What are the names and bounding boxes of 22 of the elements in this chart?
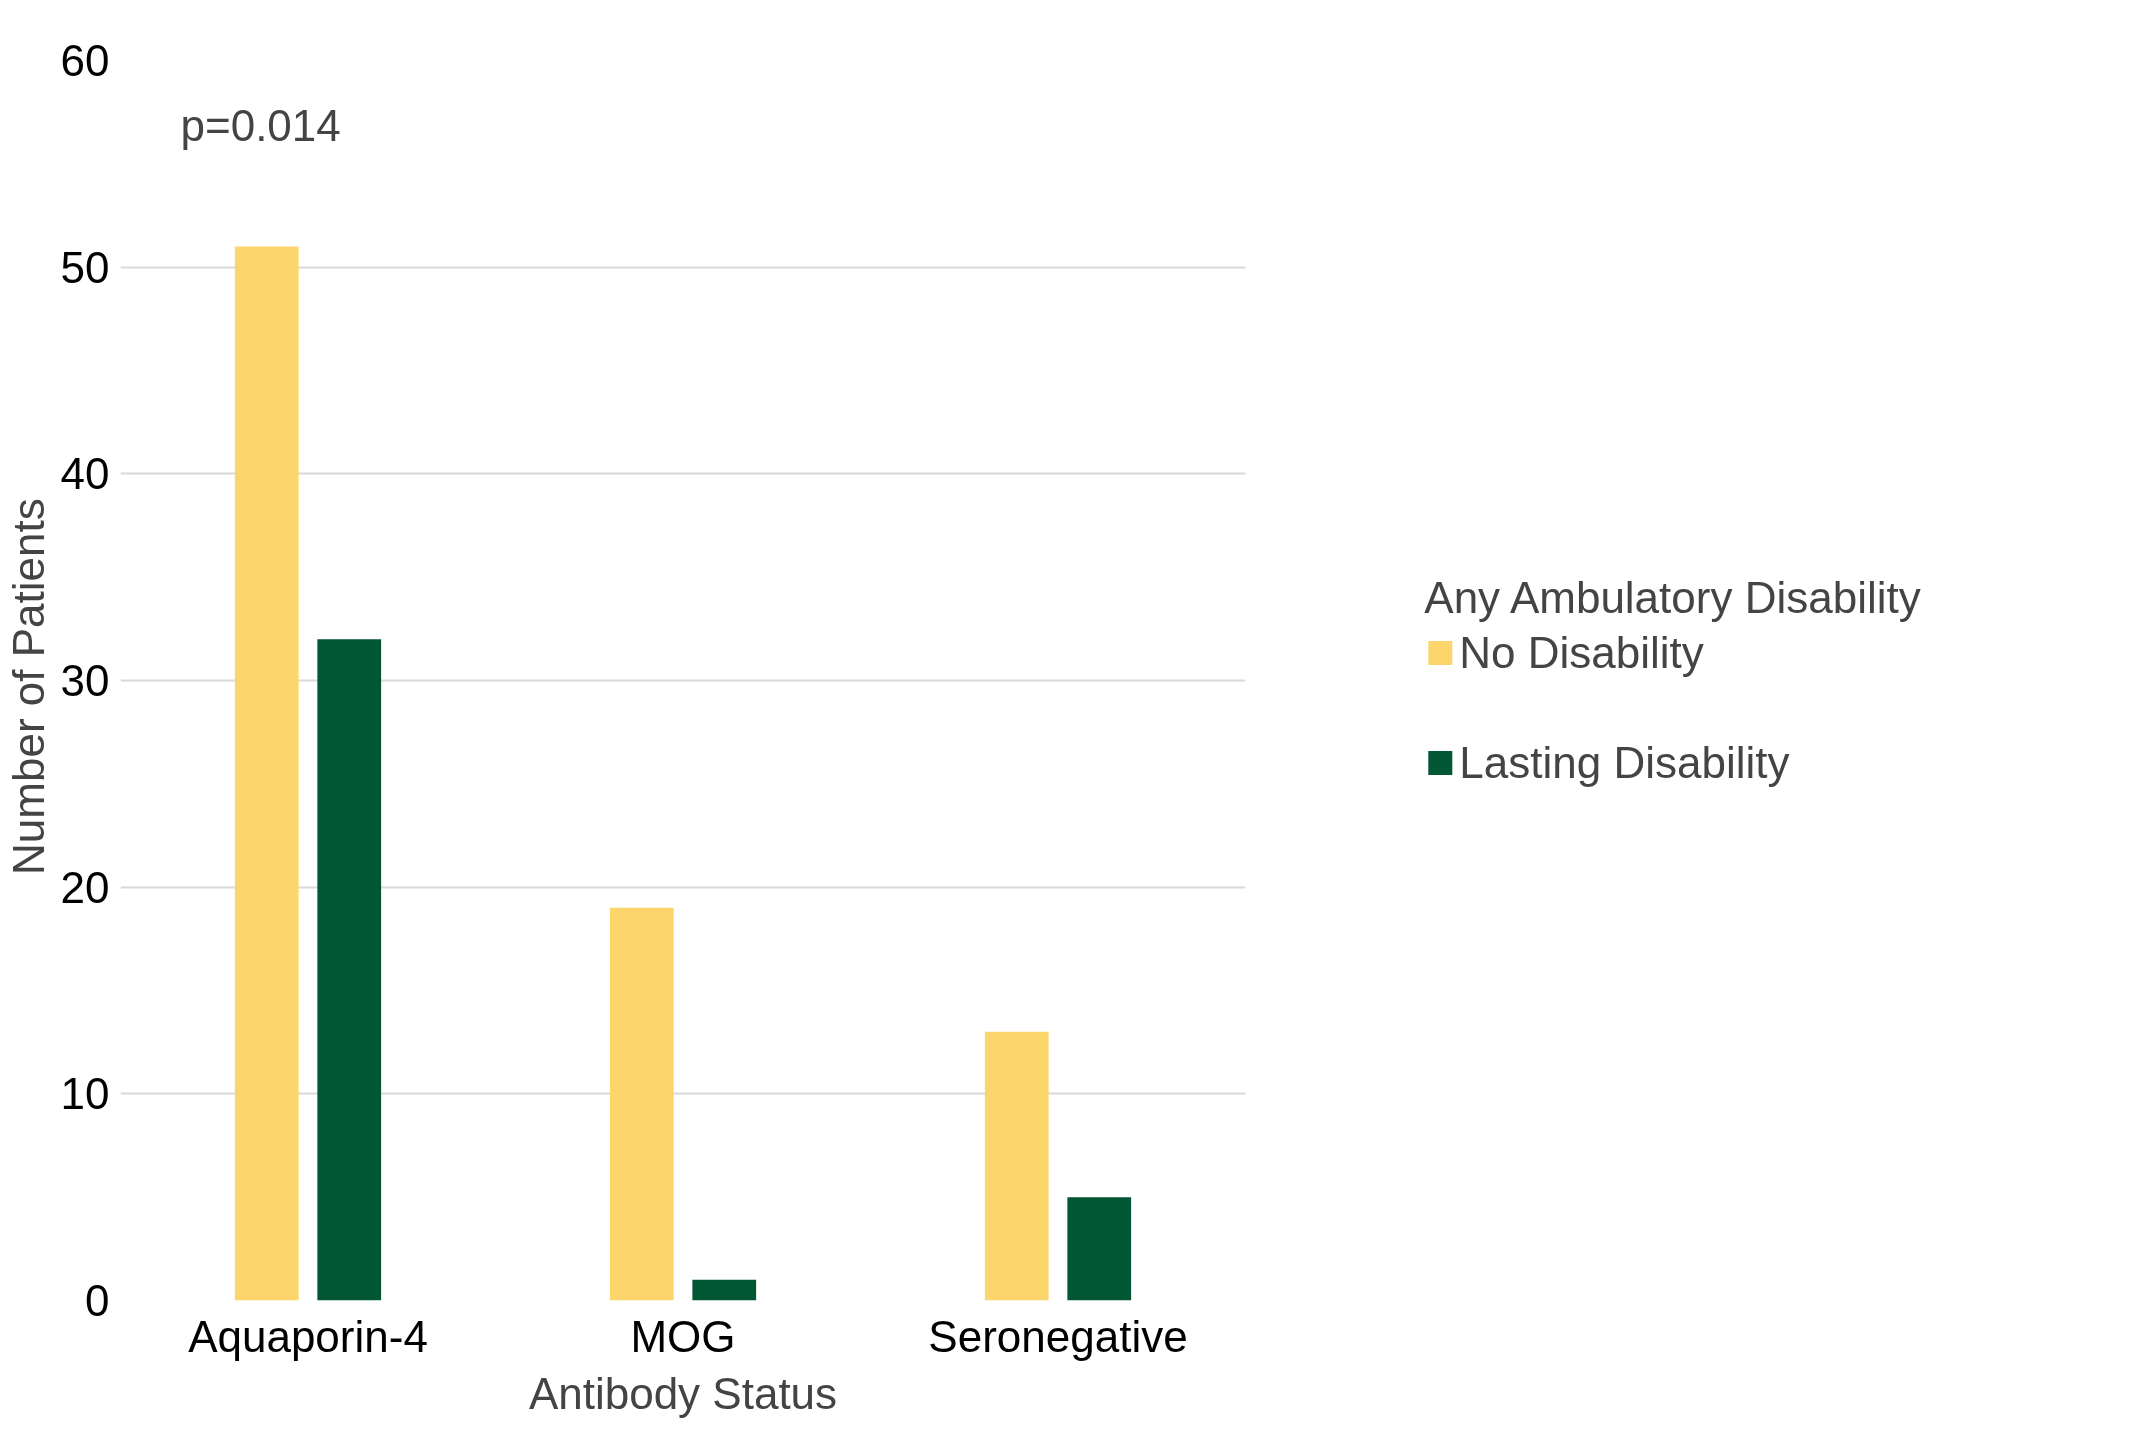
bar bbox=[984, 1031, 1049, 1301]
y-tick-label: 20 bbox=[60, 862, 110, 912]
bar bbox=[692, 1279, 757, 1301]
y-tick-label: 50 bbox=[60, 242, 110, 292]
x-tick-label: Aquaporin-4 bbox=[188, 1311, 428, 1361]
y-axis-title: Number of Patients bbox=[3, 498, 53, 875]
y-tick-label: 30 bbox=[60, 656, 110, 705]
legend-label: Lasting Disability bbox=[1459, 737, 1790, 788]
bar bbox=[234, 246, 299, 1301]
legend-title: Any Ambulatory Disability bbox=[1424, 572, 1921, 623]
y-tick-label: 40 bbox=[60, 449, 110, 499]
bar bbox=[609, 907, 674, 1301]
x-axis-title: Antibody Status bbox=[528, 1368, 838, 1418]
x-tick-label: MOG bbox=[630, 1311, 736, 1361]
annotation: p=0.014 bbox=[180, 100, 341, 150]
y-tick-label: 10 bbox=[60, 1069, 110, 1119]
y-tick-label: 0 bbox=[85, 1276, 110, 1325]
bar bbox=[317, 639, 382, 1301]
y-tick-label: 60 bbox=[60, 36, 110, 85]
bar bbox=[1067, 1197, 1132, 1301]
x-tick-label: Seronegative bbox=[928, 1311, 1188, 1361]
legend-label: No Disability bbox=[1459, 627, 1704, 678]
